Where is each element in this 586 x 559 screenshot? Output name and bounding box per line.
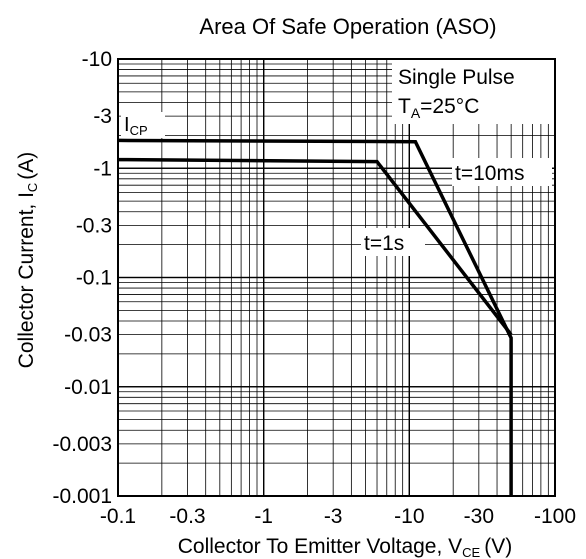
chart-title: Area Of Safe Operation (ASO) bbox=[199, 14, 496, 39]
icp-label-main: I bbox=[124, 114, 130, 136]
tick-labels: -0.1 -0.3 -1 -3 -10 -30 -100-10-3-1-0.3-0.1-0.… bbox=[52, 48, 576, 528]
x-axis-label: Collector To Emitter Voltage, VCE (V) bbox=[178, 535, 512, 559]
condition-label-rest: =25°C bbox=[420, 95, 479, 118]
y-tick-label: -0.1 bbox=[76, 267, 112, 290]
condition-label-line1: Single Pulse bbox=[398, 66, 515, 89]
y-tick-label: -0.03 bbox=[64, 324, 112, 347]
y-axis-label-unit: (A) bbox=[15, 152, 38, 180]
icp-label: ICP bbox=[124, 114, 148, 138]
x-tick-label: -0.3 bbox=[169, 505, 205, 528]
y-tick-label: -1 bbox=[93, 157, 112, 180]
icp-label-bg bbox=[121, 112, 165, 138]
series-lines bbox=[117, 138, 513, 496]
x-tick-label: -10 bbox=[394, 505, 424, 528]
y-tick-label: -0.003 bbox=[52, 433, 112, 456]
x-tick-label: -3 bbox=[324, 505, 343, 528]
x-tick-label: -0.1 bbox=[100, 505, 136, 528]
y-tick-label: -0.01 bbox=[64, 376, 112, 399]
condition-label-sub: A bbox=[411, 105, 421, 121]
x-tick-label: -1 bbox=[254, 505, 273, 528]
series-line-t-10ms bbox=[117, 138, 513, 496]
y-axis-label-sub: C bbox=[25, 183, 40, 192]
condition-label-line2: TA=25°C bbox=[398, 95, 479, 121]
condition-label-bg bbox=[392, 60, 554, 124]
plot-frame bbox=[117, 58, 556, 497]
x-axis-label-sub: CE bbox=[462, 545, 480, 559]
y-axis-label: Collector Current, IC (A) bbox=[15, 152, 40, 369]
icp-label-sub: CP bbox=[130, 123, 148, 138]
series-line-t-1s bbox=[117, 157, 513, 336]
series-label-bg-10ms bbox=[452, 158, 552, 186]
series-label-1s: t=1s bbox=[364, 232, 404, 255]
series-label-bg-1s bbox=[361, 228, 425, 256]
y-axis-label-main: Collector Current, I bbox=[15, 192, 38, 368]
x-axis-label-unit: (V) bbox=[484, 535, 512, 558]
y-tick-label: -0.001 bbox=[52, 485, 112, 508]
condition-label-main: T bbox=[398, 95, 411, 118]
series-label-10ms: t=10ms bbox=[455, 162, 524, 185]
y-tick-label: -10 bbox=[82, 48, 112, 71]
grid-lines bbox=[117, 58, 556, 497]
y-tick-label: -3 bbox=[93, 105, 112, 128]
x-axis-label-main: Collector To Emitter Voltage, V bbox=[178, 535, 462, 558]
x-tick-label: -30 bbox=[464, 505, 494, 528]
x-tick-label: -100 bbox=[534, 505, 576, 528]
y-tick-label: -0.3 bbox=[76, 214, 112, 237]
